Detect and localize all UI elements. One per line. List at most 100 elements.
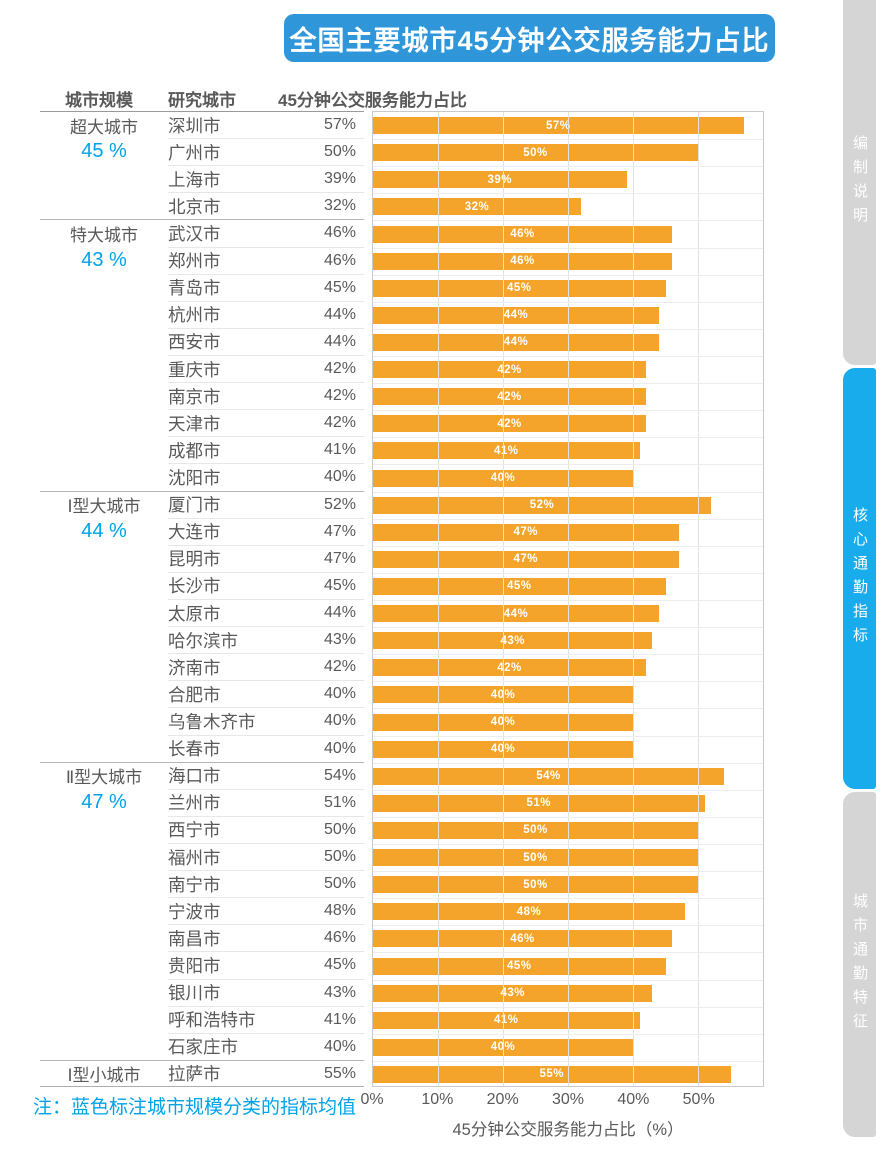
- bar-label: 42%: [497, 390, 522, 403]
- bar-label: 40%: [491, 716, 516, 728]
- bar-label: 46%: [510, 255, 535, 268]
- city-name: 乌鲁木齐市: [168, 707, 300, 734]
- table-row: 47 % 兰州市 51%: [40, 788, 364, 816]
- vertical-gridline: [632, 112, 634, 1086]
- bar: 46%: [373, 252, 672, 270]
- x-tick: 30%: [551, 1091, 585, 1108]
- row-gridline: [373, 1006, 763, 1008]
- row-gridline: [373, 789, 763, 791]
- bar: 52%: [373, 496, 711, 514]
- table-row: 南宁市 50%: [40, 870, 364, 897]
- city-name: 哈尔滨市: [168, 626, 300, 653]
- x-tick: 0%: [360, 1091, 384, 1108]
- table-row: 合肥市 40%: [40, 680, 364, 707]
- group-scale-label: 特大城市: [40, 219, 168, 246]
- city-value: 46%: [300, 219, 364, 246]
- table-row: Ⅱ型大城市 海口市 54%: [40, 761, 364, 789]
- city-value: 40%: [300, 734, 364, 762]
- bar: 51%: [373, 794, 705, 812]
- city-value: 45%: [300, 951, 364, 978]
- row-gridline: [373, 762, 763, 764]
- city-name: 兰州市: [168, 788, 300, 816]
- table-row: 杭州市 44%: [40, 300, 364, 328]
- table-row: Ⅰ型小城市 拉萨市 55%: [40, 1059, 364, 1087]
- bar-label: 40%: [491, 1041, 516, 1053]
- table-row: 南京市 42%: [40, 382, 364, 409]
- row-gridline: [373, 410, 763, 412]
- table-row: 长春市 40%: [40, 734, 364, 762]
- group-scale-spacer: [40, 572, 168, 599]
- group-scale-spacer: [40, 870, 168, 897]
- bar-label: 46%: [510, 228, 535, 240]
- group-scale-spacer: [40, 707, 168, 734]
- table-row: 宁波市 48%: [40, 897, 364, 924]
- sidebar-tab-3[interactable]: 城市通勤特征: [843, 792, 876, 1137]
- page-title: 全国主要城市45分钟公交服务能力占比: [284, 14, 775, 62]
- bar-label: 40%: [491, 689, 516, 701]
- group-scale-spacer: [40, 816, 168, 843]
- bar-label: 48%: [516, 905, 542, 918]
- city-value: 32%: [300, 192, 364, 219]
- table-row: 北京市 32%: [40, 192, 364, 219]
- x-tick: 40%: [617, 1091, 650, 1108]
- city-value: 52%: [300, 490, 364, 518]
- bar-label: 46%: [510, 932, 535, 945]
- sidebar-tab-2[interactable]: 核心通勤指标: [843, 368, 876, 789]
- table-row: Ⅰ型大城市 厦门市 52%: [40, 490, 364, 518]
- city-value: 41%: [300, 436, 364, 463]
- city-name: 上海市: [168, 165, 300, 192]
- bar-label: 45%: [506, 580, 532, 593]
- group-average-value: 45 %: [81, 140, 127, 163]
- table-row: 43 % 郑州市 46%: [40, 246, 364, 274]
- row-gridline: [373, 518, 763, 520]
- city-value: 50%: [300, 815, 364, 843]
- city-name: 拉萨市: [168, 1059, 300, 1087]
- group-scale-spacer: [40, 382, 168, 409]
- table-row: 南昌市 46%: [40, 924, 364, 951]
- group-scale-label: Ⅰ型大城市: [40, 490, 168, 518]
- table-row: 成都市 41%: [40, 436, 364, 463]
- group-scale-spacer: [40, 626, 168, 653]
- vertical-gridline: [698, 112, 699, 1086]
- footnote: 注：蓝色标注城市规模分类的指标均值: [33, 1097, 357, 1118]
- table-row: 乌鲁木齐市 40%: [40, 707, 364, 734]
- city-name: 合肥市: [168, 680, 300, 707]
- x-axis-label: 45分钟公交服务能力占比（%）: [452, 1121, 684, 1139]
- group-scale-spacer: [40, 545, 168, 572]
- group-scale-spacer: [40, 463, 168, 490]
- city-value: 47%: [300, 544, 364, 572]
- bar: 39%: [373, 171, 627, 189]
- city-name: 广州市: [168, 138, 300, 165]
- city-name: 贵阳市: [168, 951, 300, 978]
- city-value: 44%: [300, 598, 364, 626]
- table-row: 贵阳市 45%: [40, 951, 364, 978]
- row-gridline: [373, 627, 763, 629]
- x-tick: 50%: [682, 1091, 715, 1108]
- bar: 42%: [373, 659, 646, 677]
- row-gridline: [373, 220, 763, 222]
- vertical-gridline: [568, 112, 569, 1086]
- group-scale-label: Ⅱ型大城市: [40, 761, 168, 789]
- bar-label: 42%: [497, 363, 522, 376]
- city-name: 昆明市: [168, 544, 300, 572]
- sidebar-tab-1[interactable]: 编制说明: [843, 0, 876, 365]
- bar: 44%: [373, 333, 659, 351]
- group-scale-spacer: [40, 735, 168, 762]
- bar-label: 40%: [491, 472, 516, 484]
- bar: 41%: [373, 442, 640, 460]
- city-value: 55%: [300, 1059, 364, 1087]
- city-name: 呼和浩特市: [168, 1005, 300, 1033]
- bar-label: 47%: [513, 553, 539, 566]
- row-gridline: [373, 491, 763, 493]
- row-gridline: [373, 735, 763, 737]
- group-scale-spacer: [40, 599, 168, 626]
- row-gridline: [373, 708, 763, 710]
- row-gridline: [373, 274, 763, 276]
- city-name: 成都市: [168, 436, 300, 463]
- bar-label: 44%: [503, 607, 529, 620]
- bar: 46%: [373, 225, 672, 243]
- city-name: 西安市: [168, 327, 300, 355]
- row-gridline: [373, 1060, 763, 1062]
- table-row: 西安市 44%: [40, 327, 364, 355]
- x-tick: 10%: [421, 1091, 454, 1108]
